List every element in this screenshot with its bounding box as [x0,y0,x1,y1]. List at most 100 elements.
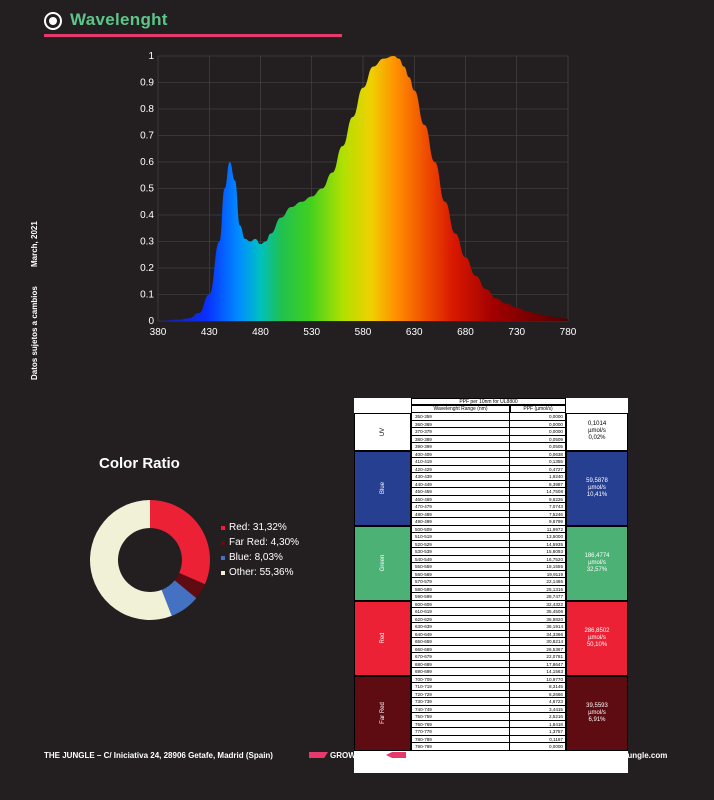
band-label: Red [379,632,386,644]
footer-email[interactable]: info@growthejungle.com [457,751,553,760]
range-cell: 390-399 [411,443,510,450]
table-row: 740-749 3,4415 [411,705,566,713]
table-row: 400-409 0,0638 [411,450,566,458]
ppf-cell: 1,3757 [510,728,566,735]
ppf-cell: 17,8647 [510,660,566,667]
x-tick-label: 480 [252,327,269,338]
ppf-cell: 9,6799 [510,518,566,525]
legend-swatch [221,525,225,530]
legend-item: Blue: 8,03% [221,550,299,565]
x-tick-label: 580 [355,327,372,338]
range-cell: 500-509 [411,525,510,532]
table-row: 770-779 1,3757 [411,728,566,736]
table-row: 500-509 11,9972 [411,525,566,533]
y-tick-label: 0.6 [140,157,154,168]
y-tick-label: 0.1 [140,290,154,301]
summary-line: µmol/s [588,709,606,716]
ppf-cell: 14,7508 [510,488,566,495]
ppf-cell: 36,1914 [510,623,566,630]
ppf-cell: 0,0000 [510,413,566,420]
table-row: 530-539 15,6093 [411,548,566,556]
ppf-cell: 22,0781 [510,653,566,660]
range-cell: 420-429 [411,465,510,472]
range-cell: 470-479 [411,503,510,510]
ppf-cell: 0,0000 [510,420,566,427]
ppf-cell: 1,8418 [510,720,566,727]
table-row: 630-639 36,1914 [411,623,566,631]
range-cell: 630-639 [411,623,510,630]
range-cell: 660-669 [411,645,510,652]
range-cell: 580-589 [411,585,510,592]
band-summary: 59,5878 µmol/s 10,41% [566,450,628,526]
summary-line: 186,4774 [584,552,610,559]
donut-slice-red [150,500,210,585]
range-cell: 790-799 [411,743,510,750]
ppf-cell: 36,9820 [510,615,566,622]
spectrum-chart: 0 0.1 0.2 0.3 0.4 0.5 0.6 0.7 0.8 0.9 1 380 430 480 53… [140,51,577,338]
range-cell: 460-469 [411,495,510,502]
range-cell: 600-609 [411,600,510,607]
footer-address: THE JUNGLE – C/ Iniciativa 24, 28906 Get… [44,751,273,760]
ppf-cell: 35,4506 [510,608,566,615]
legend-label: Red: 31,32% [229,522,287,533]
date-text: March, 2021 [30,221,39,267]
y-tick-label: 0.5 [140,184,154,195]
spectrum-area [158,56,568,321]
table-row: 540-549 16,7520 [411,555,566,563]
ppf-cell: 34,3366 [510,630,566,637]
band-uv: UV [354,413,411,451]
ppf-cell: 28,7477 [510,593,566,600]
slogan-arrow-right [386,752,406,758]
table-row: 750-759 2,5216 [411,713,566,721]
slogan-bar-left [309,752,328,758]
ppf-cell: 0,0638 [510,450,566,457]
ppf-cell: 18,1555 [510,563,566,570]
x-tick-label: 430 [201,327,218,338]
ppf-cell: 0,1167 [510,735,566,742]
color-ratio-legend: Red: 31,32% Far Red: 4,30% Blue: 8,03% Othe… [221,520,299,580]
summary-line: 59,5878 [586,477,608,484]
table-row: 710-719 8,3145 [411,683,566,691]
table-row: 760-769 1,8418 [411,720,566,728]
table-row: 560-569 19,9119 [411,570,566,578]
column-header-ppf: PPF (µmol/s) [510,405,566,413]
side-note: Datos sujetos a cambios March, 2021 [30,221,39,380]
legend-swatch [221,540,225,545]
donut-slice-other [90,500,172,620]
range-cell: 680-689 [411,660,510,667]
table-row: 520-529 14,5935 [411,540,566,548]
table-row: 430-439 1,9240 [411,473,566,481]
y-tick-label: 0.2 [140,263,154,274]
table-row: 660-669 26,5367 [411,645,566,653]
footer-website[interactable]: growthejungle.com [594,751,668,760]
range-cell: 750-759 [411,713,510,720]
range-cell: 570-579 [411,578,510,585]
summary-line: 10,41% [586,491,608,498]
ppf-cell: 4,6723 [510,698,566,705]
range-cell: 400-409 [411,450,510,457]
table-row: 690-699 14,1563 [411,668,566,676]
y-tick-label: 0 [148,316,154,327]
ppf-cell: 26,5367 [510,645,566,652]
band-summary: 286,8502 µmol/s 50,10% [566,600,628,676]
ppf-cell: 0,0509 [510,435,566,442]
table-row: 790-799 0,0000 [411,743,566,751]
legend-swatch [221,570,225,575]
range-cell: 560-569 [411,570,510,577]
ppf-cell: 7,5246 [510,510,566,517]
x-tick-label: 780 [560,327,577,338]
summary-line: 0,1014 [587,421,607,428]
legend-item: Far Red: 4,30% [221,535,299,550]
range-cell: 370-379 [411,428,510,435]
table-row: 350-359 0,0000 [411,413,566,421]
summary-line: 39,5593 [586,702,608,709]
table-row: 410-419 0,1355 [411,458,566,466]
ppf-cell: 14,1563 [510,668,566,675]
ppf-cell: 15,6093 [510,548,566,555]
range-cell: 410-419 [411,458,510,465]
range-cell: 710-719 [411,683,510,690]
table-row: 510-519 13,5000 [411,533,566,541]
table-row: 620-629 36,9820 [411,615,566,623]
ppf-cell: 0,0505 [510,443,566,450]
summary-line: µmol/s [588,634,606,641]
